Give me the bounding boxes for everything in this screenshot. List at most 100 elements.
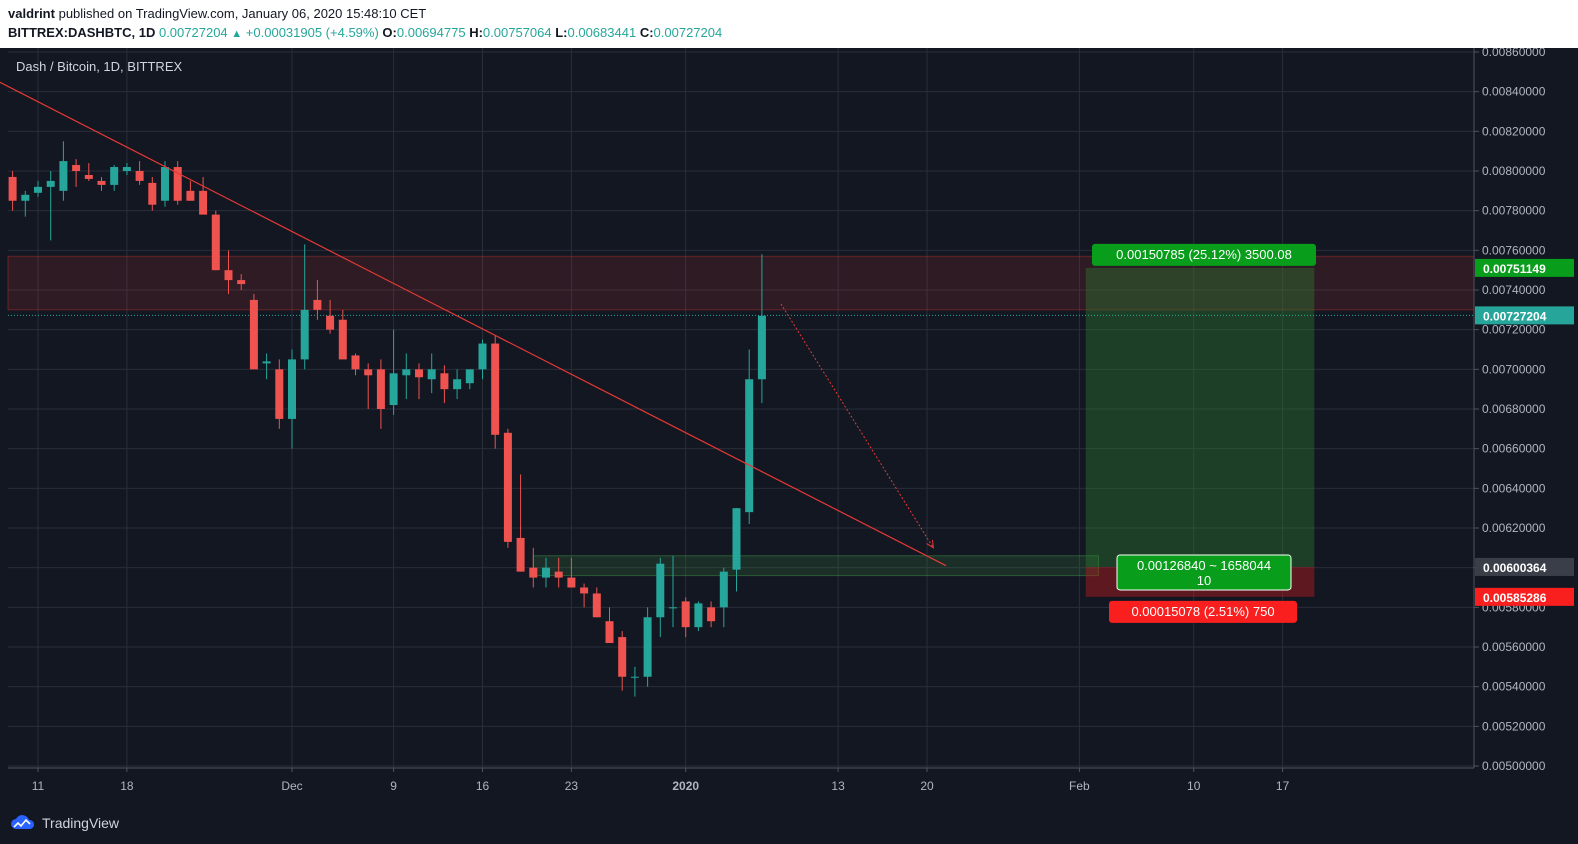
candle-body	[415, 369, 423, 378]
candle-body	[516, 537, 525, 572]
candle-body	[630, 676, 639, 678]
ohlc-legend: BITTREX:DASHBTC, 1D 0.00727204 ▲ +0.0003…	[8, 25, 722, 40]
candle-body	[237, 280, 246, 285]
price-tick-label: 0.00620000	[1482, 521, 1546, 535]
price-tick-label: 0.00820000	[1482, 124, 1546, 138]
candle-body	[211, 214, 220, 271]
support-zone	[532, 555, 1099, 577]
candle-body	[592, 593, 601, 618]
candle-body	[84, 174, 93, 179]
target-price-tag-box	[1475, 258, 1574, 277]
tradingview-cloud-icon	[11, 815, 35, 829]
candle-body	[173, 167, 182, 201]
candle-body	[122, 167, 131, 171]
close-label: C:	[639, 25, 654, 40]
published-text: published on TradingView.com, January 06…	[58, 6, 427, 21]
candle-body	[732, 508, 741, 570]
price-tick-label: 0.00840000	[1482, 85, 1546, 99]
candle-body	[21, 194, 30, 201]
price-tick-label: 0.00640000	[1482, 481, 1546, 495]
high-value: 0.00757064	[482, 25, 552, 40]
projection-arrowhead	[926, 539, 934, 549]
candle-body	[580, 587, 589, 594]
candle-body	[199, 190, 208, 215]
price-tick-label: 0.00800000	[1482, 164, 1546, 178]
candle-body	[427, 369, 436, 380]
candle-body	[554, 571, 563, 578]
candle-body	[389, 373, 398, 406]
candle-body	[351, 355, 360, 370]
price-tick-label: 0.00680000	[1482, 402, 1546, 416]
candle-body	[669, 607, 677, 609]
stop-price-tag-box	[1475, 587, 1574, 606]
time-tick-label: 20	[920, 779, 934, 793]
open-label: O:	[382, 25, 397, 40]
candle-body	[376, 369, 385, 409]
entry-label-box	[1116, 554, 1292, 591]
time-tick-label: 18	[120, 779, 134, 793]
candle-body	[453, 379, 462, 390]
current-price-tag-box	[1475, 306, 1574, 325]
last-price: 0.00727204	[158, 25, 228, 40]
time-tick-label: Dec	[281, 779, 302, 793]
candle-body	[186, 190, 195, 201]
time-tick-label: 10	[1187, 779, 1201, 793]
time-tick-label: 2020	[672, 779, 699, 793]
price-tick-label: 0.00700000	[1482, 362, 1546, 376]
price-tick-label: 0.00540000	[1482, 680, 1546, 694]
low-value: 0.00683441	[567, 25, 637, 40]
candle-body	[8, 176, 17, 201]
candle-body	[491, 343, 500, 435]
candle-body	[618, 637, 627, 677]
entry-price-tag: 0.00600364	[1483, 561, 1547, 575]
entry-price-tag-box	[1475, 557, 1574, 576]
candle-body	[34, 186, 42, 193]
candle-body	[719, 571, 728, 608]
candle-body	[745, 379, 754, 513]
profit-zone	[1085, 267, 1315, 567]
candle-body	[148, 182, 157, 205]
low-label: L:	[555, 25, 568, 40]
author-name[interactable]: valdrint	[8, 6, 55, 21]
up-triangle-icon: ▲	[231, 28, 243, 40]
chart-title: Dash / Bitcoin, 1D, BITTREX	[16, 59, 182, 74]
target-price-tag: 0.00751149	[1483, 262, 1546, 276]
candle-body	[46, 180, 55, 187]
price-tick-label: 0.00520000	[1482, 719, 1546, 733]
profit-label-box	[1092, 243, 1316, 266]
candle-body	[224, 270, 233, 281]
tradingview-logo[interactable]: TradingView	[10, 810, 119, 836]
loss-label-box	[1109, 600, 1297, 623]
time-tick-label: 11	[32, 779, 45, 793]
time-tick-label: Feb	[1069, 779, 1090, 793]
candle-body	[694, 603, 703, 628]
symbol-label[interactable]: BITTREX:DASHBTC, 1D	[8, 25, 156, 40]
price-change: +0.00031905 (+4.59%)	[245, 25, 379, 40]
price-tick-label: 0.00780000	[1482, 204, 1546, 218]
high-label: H:	[469, 25, 483, 40]
candle-body	[681, 601, 690, 628]
price-tick-label: 0.00660000	[1482, 442, 1546, 456]
chart-background	[0, 48, 1578, 802]
candle-body	[465, 369, 474, 384]
open-value: 0.00694775	[396, 25, 466, 40]
candle-body	[262, 361, 271, 364]
candle-body	[300, 309, 309, 360]
price-scale-background	[1474, 48, 1578, 802]
time-tick-label: 13	[831, 779, 845, 793]
price-tick-label: 0.00760000	[1482, 243, 1546, 257]
footer-bar: TradingView	[0, 802, 1578, 844]
candle-body	[478, 343, 487, 370]
entry-label-line1: 0.00126840 ~ 1658044	[1137, 558, 1271, 573]
candle-body	[110, 167, 119, 185]
candle-body	[542, 567, 550, 578]
price-chart[interactable]: 0.00150785 (25.12%) 3500.08 0.00126840 ~ …	[0, 48, 1578, 802]
candle-body	[249, 299, 258, 370]
candle-body	[161, 167, 169, 201]
candle-body	[313, 299, 322, 310]
candle-body	[338, 319, 347, 360]
candle-body	[59, 161, 68, 191]
candle-body	[656, 563, 665, 618]
candle-body	[72, 165, 81, 171]
candle-body	[440, 373, 449, 390]
